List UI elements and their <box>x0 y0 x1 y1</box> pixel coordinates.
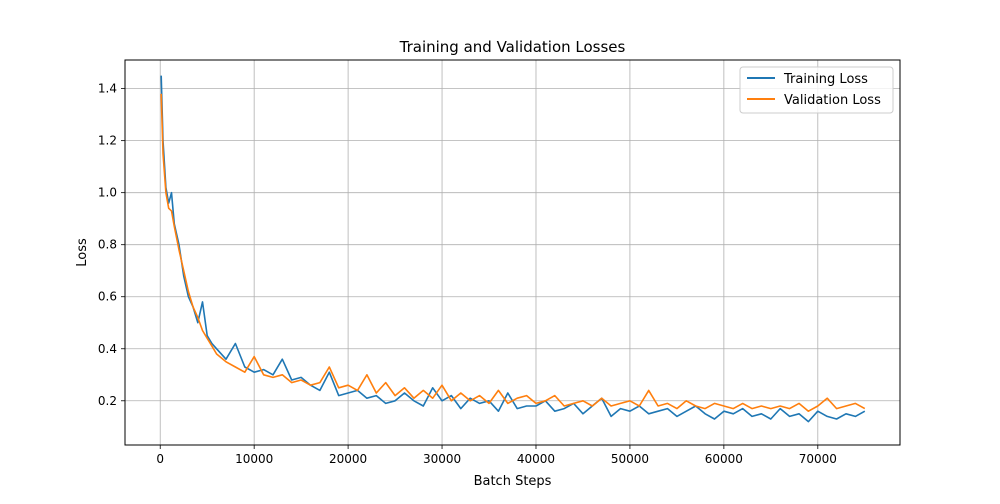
y-tick-label: 1.4 <box>98 82 117 96</box>
y-tick-label: 0.6 <box>98 290 117 304</box>
y-axis-ticks: 0.2 0.4 0.6 0.8 1.0 1.2 1.4 <box>98 82 125 408</box>
x-tick-label: 50000 <box>611 452 649 466</box>
x-tick-label: 10000 <box>235 452 273 466</box>
x-tick-label: 0 <box>156 452 164 466</box>
y-axis-label: Loss <box>75 238 90 267</box>
series-lines <box>160 75 866 423</box>
x-tick-label: 20000 <box>329 452 367 466</box>
x-tick-label: 30000 <box>423 452 461 466</box>
x-axis-ticks: 0 10000 20000 30000 40000 50000 60000 70000 <box>156 445 837 466</box>
y-tick-label: 1.2 <box>98 134 117 148</box>
chart-title: Training and Validation Losses <box>399 38 626 56</box>
y-tick-label: 0.8 <box>98 238 117 252</box>
y-tick-label: 0.4 <box>98 342 117 356</box>
grid-lines <box>125 60 900 445</box>
validation-loss-line <box>160 93 866 413</box>
plot-frame <box>124 59 901 446</box>
y-tick-label: 1.0 <box>98 186 117 200</box>
legend-label-validation: Validation Loss <box>784 93 881 108</box>
training-loss-line <box>160 75 866 423</box>
x-axis-label: Batch Steps <box>474 474 552 489</box>
legend: Training Loss Validation Loss <box>739 66 894 114</box>
x-tick-label: 60000 <box>705 452 743 466</box>
legend-label-training: Training Loss <box>783 72 868 87</box>
legend-box <box>739 66 894 114</box>
x-tick-label: 40000 <box>517 452 555 466</box>
x-tick-label: 70000 <box>799 452 837 466</box>
y-tick-label: 0.2 <box>98 394 117 408</box>
